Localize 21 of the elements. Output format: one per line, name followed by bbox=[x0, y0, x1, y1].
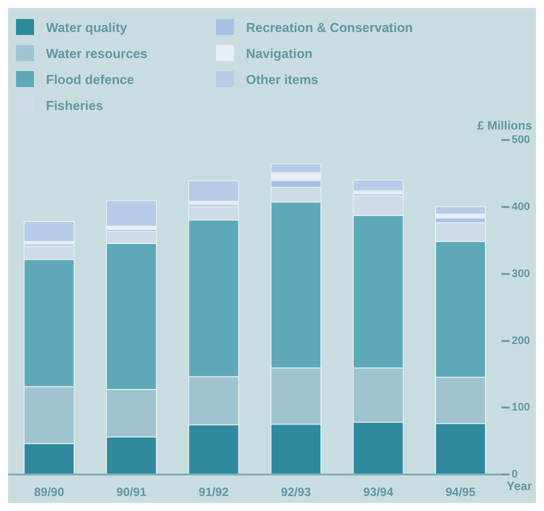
legend-label: Other items bbox=[246, 72, 318, 86]
legend-label: Flood defence bbox=[46, 72, 134, 86]
legend-label: Water resources bbox=[46, 46, 148, 60]
x-tick-label: 89/90 bbox=[34, 485, 64, 500]
y-tick-label: 200 bbox=[512, 334, 530, 347]
x-axis-title: Year bbox=[506, 478, 532, 493]
x-tick-label: 93/94 bbox=[363, 485, 394, 500]
x-tick-label: 90/91 bbox=[116, 485, 147, 500]
legend-label: Navigation bbox=[246, 46, 312, 60]
x-tick-label: 92/93 bbox=[280, 485, 312, 500]
y-tick-label: 100 bbox=[512, 402, 530, 414]
y-axis-title: £ Millions bbox=[477, 118, 532, 132]
legend-label: Fisheries bbox=[46, 98, 104, 112]
legend-label: Recreation & Conservation bbox=[246, 20, 413, 34]
y-tick-label: 500 bbox=[512, 134, 530, 146]
x-tick-label: 94/95 bbox=[445, 485, 476, 500]
x-tick-label: 91/92 bbox=[198, 485, 230, 500]
legend-label: Water quality bbox=[46, 20, 128, 34]
y-tick-label: 0 bbox=[512, 468, 518, 481]
y-tick-label: 400 bbox=[512, 200, 530, 213]
y-tick-label: 300 bbox=[512, 268, 530, 280]
